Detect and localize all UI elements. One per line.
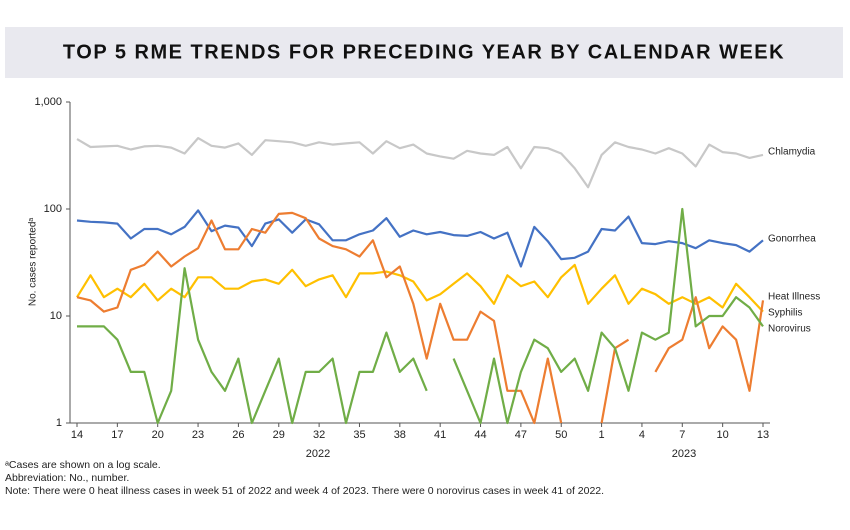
series-line — [76, 263, 764, 313]
y-tick-label: 10 — [50, 310, 62, 322]
x-tick-label: 47 — [515, 429, 527, 441]
year-label: 2023 — [672, 448, 696, 460]
y-axis-label: No. cases reportedᵃ — [28, 218, 39, 306]
x-tick-label: 4 — [639, 429, 645, 441]
x-tick-label: 1 — [599, 429, 605, 441]
x-tick-label: 32 — [313, 429, 325, 441]
chart-title: TOP 5 RME TRENDS FOR PRECEDING YEAR BY C… — [63, 41, 785, 63]
series-line — [77, 207, 764, 425]
legend-label: Gonorrhea — [768, 234, 816, 245]
x-tick-label: 50 — [555, 429, 567, 441]
x-tick-label: 23 — [192, 429, 204, 441]
x-tick-label: 20 — [152, 429, 164, 441]
x-tick-label: 26 — [232, 429, 244, 441]
x-tick-label: 41 — [434, 429, 446, 441]
x-tick-label: 44 — [474, 429, 486, 441]
series-line — [76, 209, 764, 268]
x-tick-label: 7 — [679, 429, 685, 441]
legend-label: Heat Illness — [768, 292, 820, 303]
footnote: Abbreviation: No., number. — [5, 472, 129, 484]
y-tick-label: 1,000 — [34, 96, 62, 108]
footnote: Note: There were 0 heat illness cases in… — [5, 485, 604, 497]
legend-label: Syphilis — [768, 308, 802, 319]
x-tick-label: 35 — [353, 429, 365, 441]
title-band — [5, 27, 843, 78]
x-tick-label: 14 — [71, 429, 83, 441]
x-tick-label: 13 — [757, 429, 769, 441]
x-tick-label: 10 — [717, 429, 729, 441]
y-tick-label: 100 — [44, 203, 62, 215]
x-tick-label: 38 — [394, 429, 406, 441]
footnote: ᵃCases are shown on a log scale. — [5, 459, 161, 471]
x-tick-label: 17 — [111, 429, 123, 441]
legend-label: Norovirus — [768, 324, 811, 335]
series-line — [76, 137, 764, 189]
legend-label: Chlamydia — [768, 147, 816, 158]
y-tick-label: 1 — [56, 417, 62, 429]
year-label: 2022 — [306, 448, 330, 460]
x-tick-label: 29 — [273, 429, 285, 441]
